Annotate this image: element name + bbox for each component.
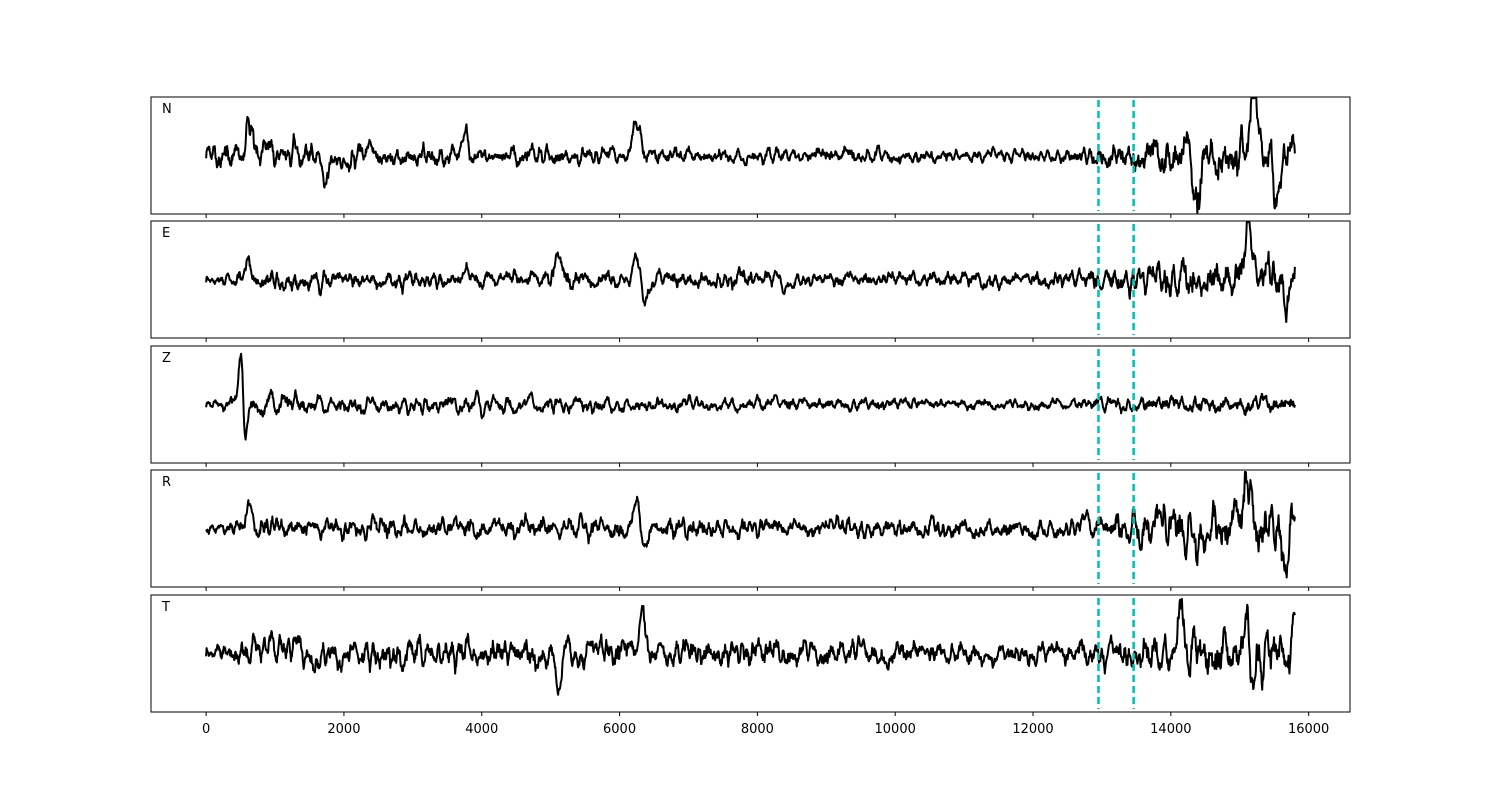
waveform-series-n — [205, 97, 1296, 214]
waveform-series-t — [205, 597, 1296, 696]
panel-frame — [150, 594, 1351, 713]
panel-n: N — [150, 96, 1351, 218]
panel-label: E — [162, 226, 170, 241]
x-axis: 0 2000 4000 6000 8000 10000 12000 14000 16000 — [202, 722, 1329, 737]
panel-r: R — [150, 469, 1351, 591]
x-tick-label: 8000 — [741, 722, 774, 737]
waveform-series-z — [205, 352, 1296, 441]
panel-frame — [150, 469, 1351, 588]
panel-label: N — [162, 102, 172, 117]
waveform-series-r — [205, 470, 1296, 579]
x-tick-label: 2000 — [327, 722, 360, 737]
panel-e: E — [150, 220, 1351, 342]
x-tick-label: 4000 — [465, 722, 498, 737]
x-tick-label: 10000 — [875, 722, 916, 737]
waveform-series-e — [205, 221, 1296, 324]
x-tick-label: 16000 — [1288, 722, 1329, 737]
panel-label: R — [162, 475, 171, 490]
panel-t: T — [150, 594, 1351, 716]
panel-z: Z — [150, 345, 1351, 467]
x-tick-label: 12000 — [1012, 722, 1053, 737]
x-tick-label: 14000 — [1150, 722, 1191, 737]
x-tick-label: 0 — [202, 722, 210, 737]
panel-label: Z — [162, 351, 171, 366]
panel-label: T — [161, 600, 170, 615]
x-tick-label: 6000 — [603, 722, 636, 737]
